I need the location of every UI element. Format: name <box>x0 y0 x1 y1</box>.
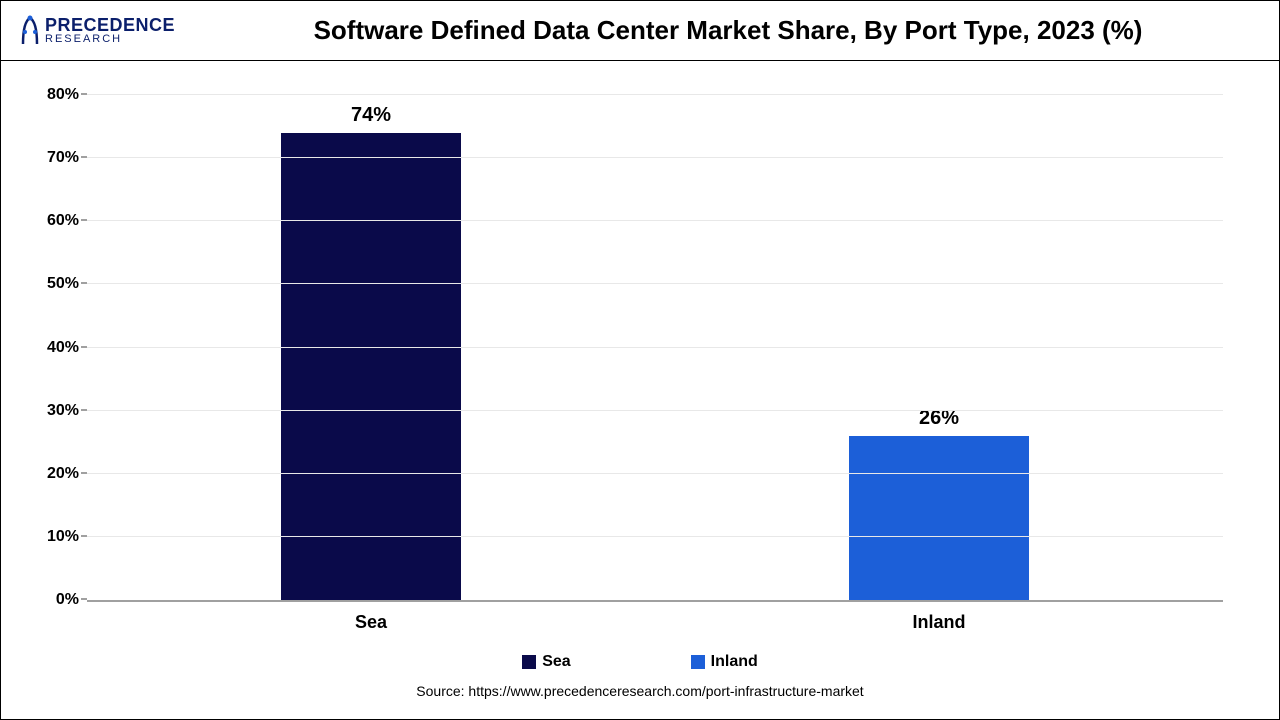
legend-swatch-icon <box>522 655 536 669</box>
y-axis-label: 70% <box>47 149 79 167</box>
gridline <box>82 220 1223 221</box>
chart-legend: Sea Inland <box>17 633 1263 683</box>
bar-sea: 74% <box>281 133 461 600</box>
plot-region: 74%26% 0%10%20%30%40%50%60%70%80% <box>87 95 1223 602</box>
source-citation: Source: https://www.precedenceresearch.c… <box>17 683 1263 711</box>
bars-container: 74% 26% <box>87 95 1223 600</box>
y-axis-label: 0% <box>56 591 79 609</box>
y-tick <box>81 535 87 537</box>
bar-inland: 26% <box>849 436 1029 600</box>
y-tick <box>81 409 87 411</box>
gridline <box>82 347 1223 348</box>
gridline <box>82 94 1223 95</box>
chart-frame: 74%26% 0%10%20%30%40%50%60%70%80% SeaInl… <box>1 61 1279 719</box>
y-tick <box>81 219 87 221</box>
logo-graphic-icon <box>19 14 41 48</box>
legend-item-inland: Inland <box>691 653 758 671</box>
legend-swatch-icon <box>691 655 705 669</box>
y-axis-label: 20% <box>47 465 79 483</box>
gridline <box>82 536 1223 537</box>
gridline <box>82 473 1223 474</box>
y-axis-label: 60% <box>47 212 79 230</box>
legend-item-sea: Sea <box>522 653 570 671</box>
y-axis-label: 50% <box>47 275 79 293</box>
gridline <box>82 410 1223 411</box>
x-axis-labels: SeaInland <box>17 602 1263 633</box>
y-tick <box>81 472 87 474</box>
y-tick <box>81 93 87 95</box>
y-axis-label: 40% <box>47 339 79 357</box>
gridline <box>82 283 1223 284</box>
y-tick <box>81 156 87 158</box>
bar-value-label: 74% <box>351 104 391 127</box>
logo-text-wrap: PRECEDENCE RESEARCH <box>45 16 175 45</box>
y-axis-label: 10% <box>47 528 79 546</box>
y-tick <box>81 282 87 284</box>
bar-slot: 74% <box>87 95 655 600</box>
legend-label: Sea <box>542 653 570 671</box>
y-axis-label: 30% <box>47 402 79 420</box>
header-box: PRECEDENCE RESEARCH Software Defined Dat… <box>1 1 1279 61</box>
logo-sub-text: RESEARCH <box>45 34 175 45</box>
y-tick <box>81 598 87 600</box>
x-axis-category-label: Inland <box>655 602 1223 633</box>
y-axis-label: 80% <box>47 86 79 104</box>
legend-label: Inland <box>711 653 758 671</box>
gridline <box>82 157 1223 158</box>
brand-logo: PRECEDENCE RESEARCH <box>19 14 175 48</box>
logo-main-text: PRECEDENCE <box>45 16 175 34</box>
plot-area: 74%26% 0%10%20%30%40%50%60%70%80% <box>17 75 1263 602</box>
chart-title: Software Defined Data Center Market Shar… <box>195 15 1261 46</box>
bar-slot: 26% <box>655 95 1223 600</box>
outer-frame: PRECEDENCE RESEARCH Software Defined Dat… <box>0 0 1280 720</box>
y-tick <box>81 346 87 348</box>
x-axis-category-label: Sea <box>87 602 655 633</box>
